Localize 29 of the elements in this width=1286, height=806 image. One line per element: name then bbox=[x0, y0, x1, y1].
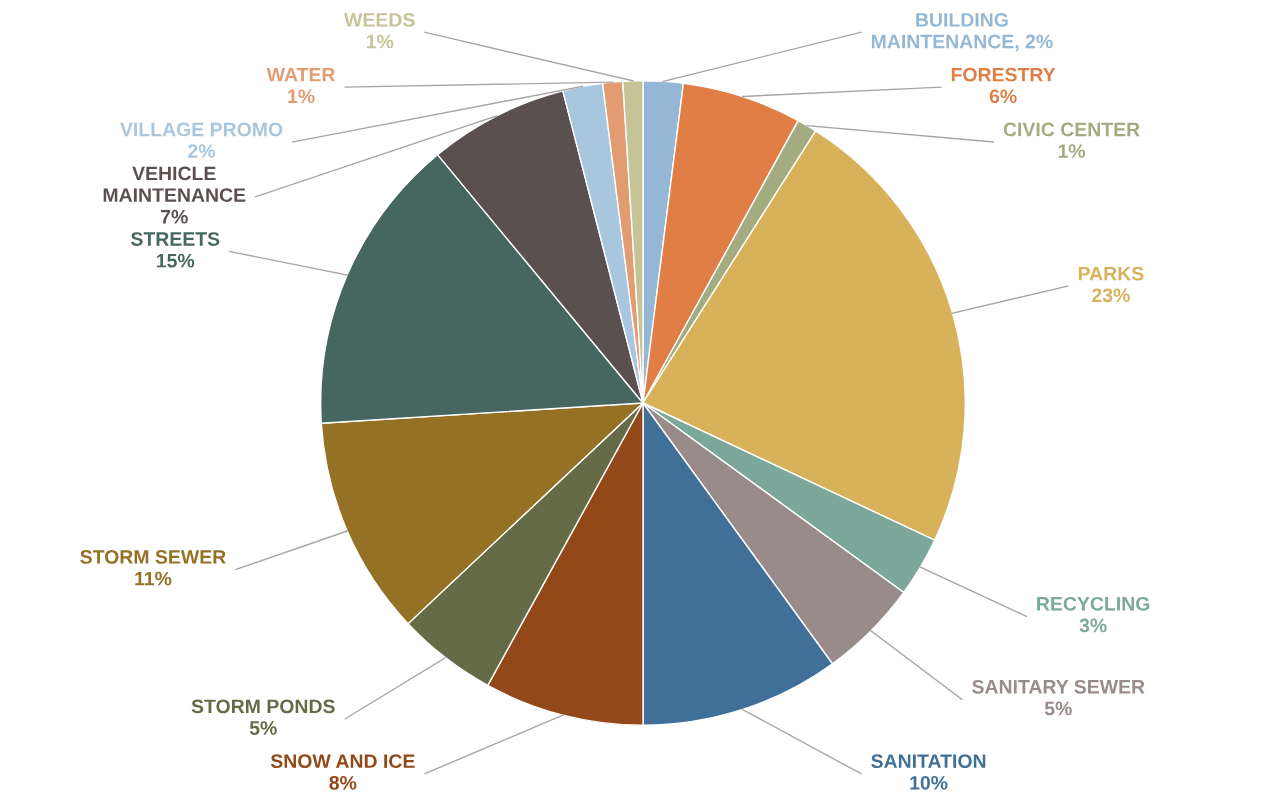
slice-label: BUILDING MAINTENANCE, 2% bbox=[871, 12, 1053, 52]
data-label: 7% bbox=[161, 209, 188, 224]
slice-label: CIVIC CENTER bbox=[1003, 122, 1140, 137]
slice-label: SANITATION bbox=[871, 754, 986, 769]
slice-label: STREETS bbox=[131, 232, 220, 246]
data-label: 5% bbox=[1044, 701, 1072, 716]
slice-label: VILLAGE PROMO bbox=[120, 122, 283, 137]
data-label: 10% bbox=[910, 775, 948, 790]
data-label: 1% bbox=[1058, 144, 1086, 158]
data-label: 6% bbox=[989, 89, 1017, 104]
data-label: 1% bbox=[288, 89, 315, 104]
slice-label: WATER bbox=[266, 67, 336, 82]
slice-label: SANITARY SEWER bbox=[972, 679, 1145, 694]
data-label: 8% bbox=[329, 775, 357, 790]
slice-label: SNOW AND ICE bbox=[270, 754, 415, 769]
slice-label: STORM PONDS bbox=[191, 699, 335, 714]
data-label: 5% bbox=[249, 721, 277, 735]
data-label: 2% bbox=[188, 144, 216, 158]
data-label: 3% bbox=[1079, 618, 1107, 633]
slice-label: PARKS bbox=[1078, 266, 1144, 281]
slice-label: VEHICLE MAINTENANCE bbox=[103, 166, 246, 202]
slice-label: RECYCLING bbox=[1037, 596, 1150, 611]
data-label: 1% bbox=[366, 34, 394, 49]
slice-label: STORM SEWER bbox=[80, 550, 226, 564]
data-label: 11% bbox=[135, 571, 172, 586]
data-label: 15% bbox=[157, 253, 195, 268]
data-label: 23% bbox=[1092, 288, 1130, 303]
slice-label: WEEDS bbox=[344, 12, 415, 27]
slice-label: FORESTRY bbox=[951, 67, 1056, 82]
